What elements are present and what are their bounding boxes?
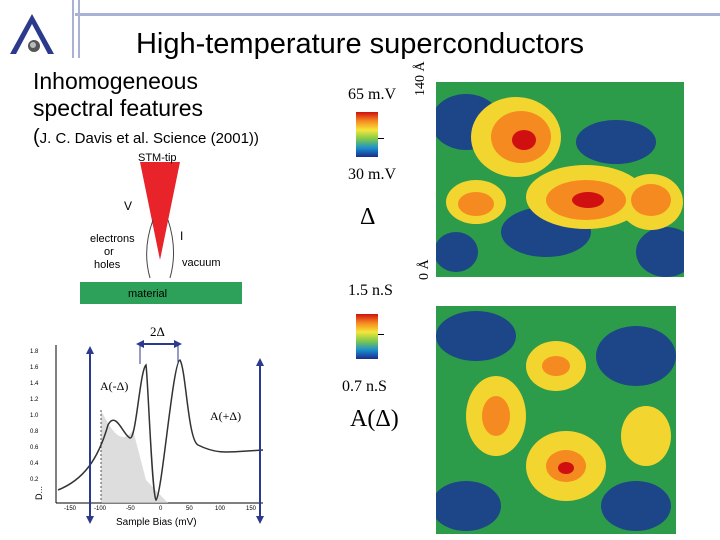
- page-title: High-temperature superconductors: [135, 28, 585, 60]
- y-tick-label: 1.6: [30, 365, 39, 371]
- subtitle: Inhomogeneous spectral features: [33, 68, 293, 122]
- scale-top-label: 140 Å: [413, 61, 428, 96]
- bottom-colorbar-min: 0.7 n.S: [342, 378, 387, 395]
- y-ticks: 1.8 1.6 1.4 1.2 1.0 0.8 0.6 0.4 0.2: [30, 349, 39, 483]
- y-tick-label: 0.4: [30, 461, 39, 467]
- x-tick-label: 0: [159, 506, 163, 512]
- asymmetry-map-image: [436, 306, 676, 534]
- shaded-area: [101, 410, 168, 503]
- colorbar-tick: [378, 138, 384, 139]
- x-tick-label: 150: [246, 506, 257, 512]
- two-delta-label: 2Δ: [150, 324, 165, 339]
- or-label: or: [104, 246, 114, 258]
- x-axis-label: Sample Bias (mV): [116, 517, 197, 528]
- arrow-head: [256, 358, 264, 366]
- spectrum-curve: [57, 359, 264, 502]
- bottom-colorbar: [356, 314, 378, 359]
- y-tick-label: 0.8: [30, 429, 39, 435]
- arrow-head: [86, 516, 94, 524]
- x-ticks: -150 -100 -50 0 50 100 150: [64, 506, 257, 512]
- stm-tip-label: STM-tip: [138, 152, 177, 164]
- y-tick-label: 1.8: [30, 349, 39, 355]
- header-rule: [75, 13, 720, 16]
- bottom-colorbar-max: 1.5 n.S: [348, 282, 393, 299]
- header-rule-vertical: [72, 0, 74, 58]
- subtitle-line: spectral features: [33, 95, 204, 121]
- spectrum-plot: 1.8 1.6 1.4 1.2 1.0 0.8 0.6 0.4 0.2 -150…: [30, 324, 264, 528]
- colorbar-tick: [378, 334, 384, 335]
- a-delta-label: A(Δ): [350, 406, 399, 432]
- arrow-head: [86, 346, 94, 354]
- top-colorbar-max: 65 m.V: [348, 86, 396, 103]
- delta-label: Δ: [360, 204, 376, 230]
- x-tick-label: -150: [64, 506, 77, 512]
- gap-map-image: [436, 82, 684, 277]
- y-tick-label: 0.6: [30, 445, 39, 451]
- citation-paren: (: [33, 126, 40, 148]
- holes-label: holes: [94, 259, 121, 271]
- y-tick-label: 1.0: [30, 413, 39, 419]
- top-colorbar: [356, 112, 378, 157]
- a-minus-label: A(-Δ): [100, 379, 128, 393]
- arrow-head: [256, 516, 264, 524]
- y-tick-label: 0.2: [30, 477, 39, 483]
- arrow-down: [146, 219, 154, 279]
- material-slab: [80, 282, 242, 304]
- arrow-up: [167, 219, 174, 279]
- y-tick-label: 1.2: [30, 397, 39, 403]
- x-tick-label: 100: [215, 506, 226, 512]
- stm-diagram: STM-tip V electrons or holes I vacuum ma…: [80, 152, 242, 304]
- logo-icon: [10, 14, 54, 54]
- x-tick-label: -50: [126, 506, 135, 512]
- electrons-label: electrons: [90, 233, 135, 245]
- x-tick-label: 50: [186, 506, 193, 512]
- citation-text: J. C. Davis et al. Science (2001)): [39, 130, 259, 147]
- i-label: I: [180, 229, 183, 243]
- stm-tip: [140, 162, 180, 260]
- y-tick-label: 1.4: [30, 381, 39, 387]
- top-colorbar-min: 30 m.V: [348, 166, 396, 183]
- vacuum-label: vacuum: [182, 257, 221, 269]
- citation: (J. C. Davis et al. Science (2001)): [33, 126, 259, 149]
- subtitle-line: Inhomogeneous: [33, 68, 198, 94]
- header-rule-vertical: [78, 0, 80, 58]
- scale-bottom-label: 0 Å: [417, 259, 432, 280]
- x-tick-label: -100: [94, 506, 107, 512]
- y-axis-label: D...: [34, 486, 44, 500]
- material-label: material: [128, 288, 167, 300]
- a-plus-label: A(+Δ): [210, 409, 241, 423]
- v-label: V: [124, 199, 132, 213]
